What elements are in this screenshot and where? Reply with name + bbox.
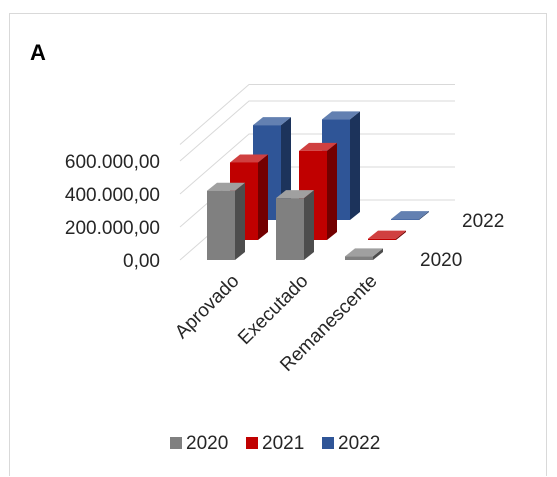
legend-label: 2022 [338, 433, 380, 454]
bar-top [322, 111, 360, 120]
legend-swatch [170, 437, 182, 449]
bar-top [391, 211, 429, 220]
bar [276, 198, 304, 260]
y-tick-label: 0,00 [123, 251, 160, 272]
bar-top [299, 142, 337, 151]
gridline [179, 133, 455, 195]
legend-swatch [322, 437, 334, 449]
bar-top [253, 117, 291, 126]
bar [391, 219, 419, 220]
bar-top [345, 248, 383, 257]
gridline [179, 84, 455, 145]
bar [368, 238, 396, 240]
bar-side [373, 248, 383, 260]
gridline [179, 100, 455, 162]
category-label: Aprovado [171, 271, 243, 343]
bar-side [350, 111, 360, 220]
bar [207, 190, 235, 260]
bar-side [304, 190, 314, 260]
bar-side [327, 142, 337, 240]
panel-label: A [30, 40, 46, 65]
bar [345, 256, 373, 260]
bar-side [258, 154, 268, 240]
legend-swatch [246, 437, 258, 449]
bar-top [230, 154, 268, 163]
legend-label: 2021 [262, 433, 304, 454]
bar-top [276, 190, 314, 199]
legend-label: 2020 [186, 433, 228, 454]
y-tick-label: 600.000,00 [65, 152, 160, 173]
y-tick-label: 200.000,00 [65, 218, 160, 239]
bar-side [396, 230, 406, 240]
depth-label: 2022 [462, 211, 504, 232]
bar-side [235, 182, 245, 260]
chart-frame [9, 13, 547, 476]
bar-top [207, 182, 245, 191]
y-tick-label: 400.000,00 [65, 185, 160, 206]
bar-top [368, 230, 406, 239]
bar-side [419, 211, 429, 220]
depth-label: 2020 [420, 250, 462, 271]
